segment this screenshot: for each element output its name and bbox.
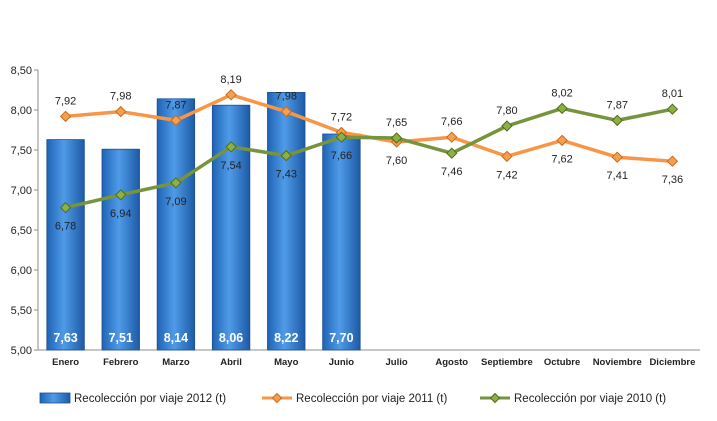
series-point — [59, 110, 72, 123]
point-value-label: 6,94 — [110, 208, 131, 220]
legend-swatch-bar — [39, 392, 71, 404]
series-point — [225, 141, 237, 153]
bar — [322, 133, 361, 351]
x-tick-label: Junio — [329, 357, 355, 368]
point-value-label: 7,46 — [441, 166, 462, 178]
y-tick-label: 7,50 — [11, 145, 32, 157]
point-value-label: 7,72 — [331, 111, 352, 123]
series-point — [170, 114, 182, 127]
point-value-label: 8,01 — [662, 88, 683, 100]
x-tick-label: Mayo — [274, 357, 298, 368]
bar-value-label: 8,06 — [219, 331, 243, 345]
x-tick-label: Enero — [52, 357, 79, 368]
point-value-label: 7,60 — [386, 155, 407, 167]
series-point — [556, 134, 568, 147]
series-point — [666, 103, 679, 115]
series-point — [280, 105, 292, 118]
bar-value-label: 8,22 — [274, 331, 298, 345]
bar — [156, 98, 196, 351]
series-point — [335, 131, 348, 143]
y-tick-label: 6,50 — [11, 225, 32, 237]
bar-value-label: 7,51 — [109, 331, 133, 345]
point-value-label: 7,54 — [220, 160, 241, 172]
y-tick-label: 7,00 — [11, 185, 32, 197]
series-point — [501, 150, 513, 163]
point-value-label: 7,92 — [55, 95, 76, 107]
series-point — [611, 151, 623, 163]
point-value-label: 7,98 — [110, 91, 131, 103]
series-point — [446, 147, 458, 159]
series-point — [556, 102, 568, 115]
bar-series-2012 — [46, 92, 361, 351]
legend-label: Recolección por viaje 2012 (t) — [74, 393, 226, 405]
x-tick-label: Julio — [385, 357, 407, 368]
data-labels: 7,63 7,51 8,14 8,06 8,22 7,70 7,92 7,98 7,87 8,19… — [53, 74, 683, 345]
series-point — [170, 177, 182, 189]
bar — [46, 139, 85, 351]
point-value-label: 8,19 — [220, 74, 241, 86]
bar — [267, 92, 306, 351]
point-value-label: 7,65 — [386, 117, 407, 129]
series-point — [446, 131, 458, 143]
legend-label: Recolección por viaje 2011 (t) — [296, 393, 447, 405]
x-tick-label: Septiembre — [481, 357, 533, 368]
point-value-label: 7,98 — [276, 91, 297, 103]
x-tick-label: Octubre — [544, 357, 580, 368]
legend-swatch-marker — [489, 392, 501, 404]
bar-value-label: 7,63 — [53, 331, 77, 345]
point-value-label: 7,80 — [496, 105, 517, 117]
series-point — [611, 114, 623, 127]
point-value-label: 7,36 — [662, 174, 683, 186]
bar-value-label: 8,14 — [164, 331, 188, 345]
x-tick-label: Agosto — [435, 357, 468, 368]
point-value-label: 7,41 — [607, 170, 628, 182]
axes: 5,00 5,50 6,00 6,50 7,00 7,50 8,00 8,50 Enero Feb… — [11, 65, 700, 368]
x-tick-label: Abril — [220, 357, 242, 368]
series-point — [280, 149, 292, 162]
point-value-label: 8,02 — [551, 87, 572, 99]
series-point — [501, 120, 513, 132]
series-point — [666, 155, 679, 167]
point-value-label: 7,42 — [496, 169, 517, 181]
y-tick-label: 8,50 — [11, 65, 32, 77]
point-value-label: 7,87 — [607, 99, 628, 111]
point-value-label: 7,66 — [441, 116, 462, 128]
bar-value-label: 7,70 — [329, 331, 353, 345]
series-point — [225, 89, 237, 101]
legend: Recolección por viaje 2012 (t) Recolecció… — [39, 392, 666, 405]
y-tick-label: 8,00 — [11, 105, 32, 117]
series-line — [65, 93, 673, 163]
x-tick-label: Febrero — [103, 357, 139, 368]
x-tick-label: Noviembre — [593, 357, 642, 368]
point-value-label: 7,87 — [165, 99, 186, 111]
x-tick-label: Marzo — [162, 357, 190, 368]
y-tick-label: 5,00 — [11, 345, 32, 357]
series-line — [65, 106, 673, 210]
line-series — [59, 89, 679, 214]
series-point — [390, 132, 403, 144]
x-tick-label: Diciembre — [649, 357, 695, 368]
legend-label: Recolección por viaje 2010 (t) — [514, 393, 666, 405]
point-value-label: 7,43 — [276, 169, 297, 181]
y-tick-label: 5,50 — [11, 305, 32, 317]
bar — [101, 148, 140, 351]
y-tick-label: 6,00 — [11, 265, 32, 277]
legend-swatch-marker — [271, 392, 283, 404]
series-point — [115, 189, 127, 201]
point-value-label: 6,78 — [55, 221, 76, 233]
point-value-label: 7,09 — [165, 196, 186, 208]
point-value-label: 7,66 — [331, 150, 352, 162]
point-value-label: 7,62 — [551, 153, 572, 165]
series-point — [59, 201, 72, 214]
series-point — [115, 105, 127, 118]
